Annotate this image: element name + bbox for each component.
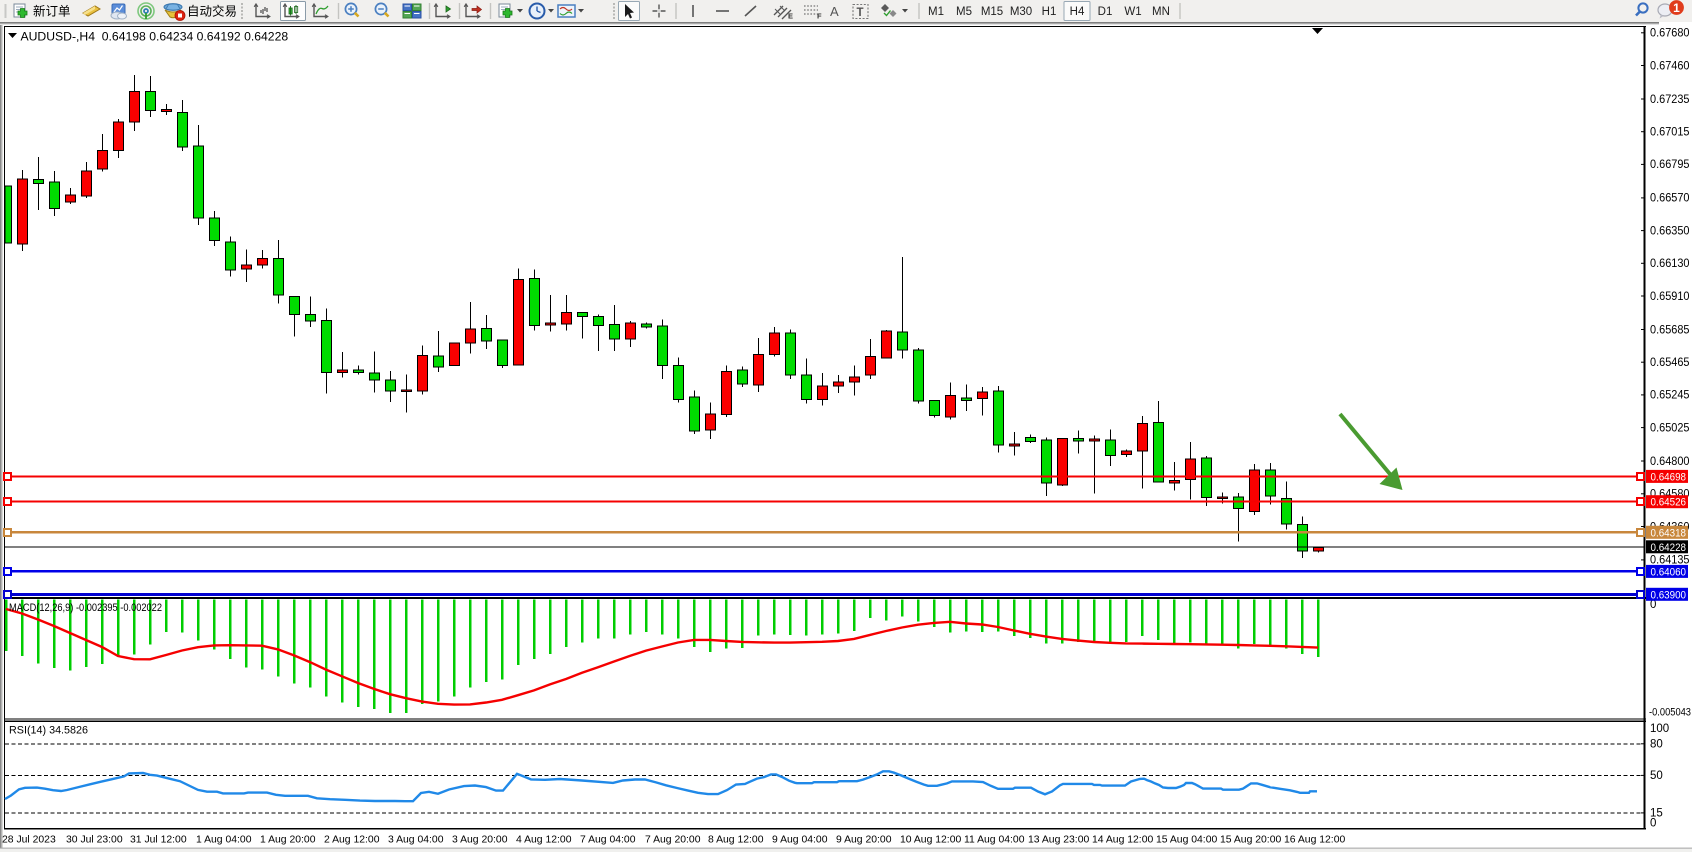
svg-text:7 Aug 04:00: 7 Aug 04:00 <box>580 835 636 846</box>
svg-text:15 Aug 04:00: 15 Aug 04:00 <box>1156 835 1217 846</box>
svg-text:13 Aug 23:00: 13 Aug 23:00 <box>1028 835 1089 846</box>
svg-text:0.64698: 0.64698 <box>1651 471 1687 483</box>
svg-text:0.67460: 0.67460 <box>1650 60 1690 72</box>
svg-text:W1: W1 <box>1124 6 1141 18</box>
svg-text:0.64526: 0.64526 <box>1651 497 1687 509</box>
svg-text:0.67015: 0.67015 <box>1650 127 1690 139</box>
svg-text:80: 80 <box>1650 739 1663 751</box>
svg-text:E: E <box>788 12 793 21</box>
svg-text:15: 15 <box>1650 808 1663 820</box>
svg-text:3 Aug 04:00: 3 Aug 04:00 <box>388 835 444 846</box>
svg-text:31 Jul 12:00: 31 Jul 12:00 <box>130 835 187 846</box>
svg-text:新订单: 新订单 <box>33 4 71 19</box>
svg-text:0.65910: 0.65910 <box>1650 291 1690 303</box>
svg-text:0.63900: 0.63900 <box>1651 589 1687 601</box>
svg-text:0.65465: 0.65465 <box>1650 357 1690 369</box>
svg-text:9 Aug 20:00: 9 Aug 20:00 <box>836 835 892 846</box>
svg-text:F: F <box>817 12 822 21</box>
svg-text:1 Aug 04:00: 1 Aug 04:00 <box>196 835 252 846</box>
svg-text:0.64060: 0.64060 <box>1651 566 1687 578</box>
svg-text:RSI(14) 34.5826: RSI(14) 34.5826 <box>9 725 88 737</box>
svg-text:0.67680: 0.67680 <box>1650 28 1690 40</box>
svg-text:11 Aug 04:00: 11 Aug 04:00 <box>964 835 1025 846</box>
svg-text:4 Aug 12:00: 4 Aug 12:00 <box>516 835 572 846</box>
svg-text:M15: M15 <box>981 6 1003 18</box>
svg-text:50: 50 <box>1650 770 1663 782</box>
svg-text:0.65245: 0.65245 <box>1650 390 1690 402</box>
svg-text:M30: M30 <box>1010 6 1032 18</box>
svg-text:0.64800: 0.64800 <box>1650 456 1690 468</box>
svg-text:9 Aug 04:00: 9 Aug 04:00 <box>772 835 828 846</box>
svg-text:1: 1 <box>1673 1 1680 15</box>
svg-text:10 Aug 12:00: 10 Aug 12:00 <box>900 835 961 846</box>
svg-text:D1: D1 <box>1098 6 1113 18</box>
svg-text:28 Jul 2023: 28 Jul 2023 <box>2 835 56 846</box>
svg-text:2 Aug 12:00: 2 Aug 12:00 <box>324 835 380 846</box>
svg-text:0: 0 <box>1650 818 1656 830</box>
svg-text:M1: M1 <box>928 6 944 18</box>
svg-text:30 Jul 23:00: 30 Jul 23:00 <box>66 835 123 846</box>
svg-text:H1: H1 <box>1042 6 1057 18</box>
svg-text:M5: M5 <box>956 6 972 18</box>
svg-text:0.66130: 0.66130 <box>1650 258 1690 270</box>
svg-text:H4: H4 <box>1070 6 1085 18</box>
svg-text:0.65685: 0.65685 <box>1650 324 1690 336</box>
svg-text:0.66795: 0.66795 <box>1650 159 1690 171</box>
svg-text:-0.005043: -0.005043 <box>1649 707 1691 719</box>
svg-text:T: T <box>857 7 864 19</box>
svg-text:0: 0 <box>1650 599 1656 611</box>
svg-text:自动交易: 自动交易 <box>187 4 237 19</box>
svg-text:0.66570: 0.66570 <box>1650 193 1690 205</box>
svg-text:8 Aug 12:00: 8 Aug 12:00 <box>708 835 764 846</box>
svg-text:0.64135: 0.64135 <box>1650 555 1690 567</box>
svg-text:15 Aug 20:00: 15 Aug 20:00 <box>1220 835 1281 846</box>
svg-text:0.66350: 0.66350 <box>1650 225 1690 237</box>
svg-text:16 Aug 12:00: 16 Aug 12:00 <box>1284 835 1345 846</box>
svg-text:MN: MN <box>1152 6 1170 18</box>
svg-text:0.64318: 0.64318 <box>1651 527 1687 539</box>
svg-text:0.65025: 0.65025 <box>1650 422 1690 434</box>
svg-text:100: 100 <box>1650 723 1669 735</box>
svg-text:3 Aug 20:00: 3 Aug 20:00 <box>452 835 508 846</box>
svg-text:1 Aug 20:00: 1 Aug 20:00 <box>260 835 316 846</box>
svg-text:0.64228: 0.64228 <box>1651 542 1687 554</box>
svg-text:14 Aug 12:00: 14 Aug 12:00 <box>1092 835 1153 846</box>
svg-text:A: A <box>830 4 839 19</box>
svg-text:7 Aug 20:00: 7 Aug 20:00 <box>645 835 701 846</box>
svg-text:MACD(12,26,9) -0.002395 -0.002: MACD(12,26,9) -0.002395 -0.002022 <box>9 602 162 614</box>
svg-text:0.67235: 0.67235 <box>1650 94 1690 106</box>
svg-text:AUDUSD-,H4 0.64198 0.64234 0.: AUDUSD-,H4 0.64198 0.64234 0.64192 0.642… <box>21 30 289 44</box>
